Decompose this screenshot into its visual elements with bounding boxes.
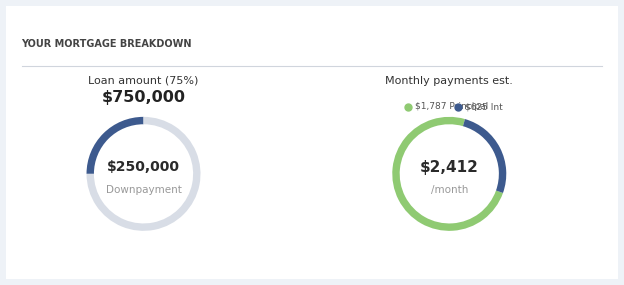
Text: $250,000: $250,000 [107,160,180,174]
Text: Loan amount (75%): Loan amount (75%) [89,76,198,86]
Text: $750,000: $750,000 [102,90,185,105]
Wedge shape [87,117,200,231]
Text: Monthly payments est.: Monthly payments est. [386,76,513,86]
Wedge shape [463,119,506,193]
Wedge shape [392,117,503,231]
Text: $1,787 Principal: $1,787 Principal [415,102,489,111]
Wedge shape [87,117,144,174]
Text: $625 Int: $625 Int [465,102,502,111]
Text: $2,412: $2,412 [420,160,479,174]
Text: /month: /month [431,185,468,195]
Text: Downpayment: Downpayment [105,185,182,195]
Text: YOUR MORTGAGE BREAKDOWN: YOUR MORTGAGE BREAKDOWN [21,38,192,48]
